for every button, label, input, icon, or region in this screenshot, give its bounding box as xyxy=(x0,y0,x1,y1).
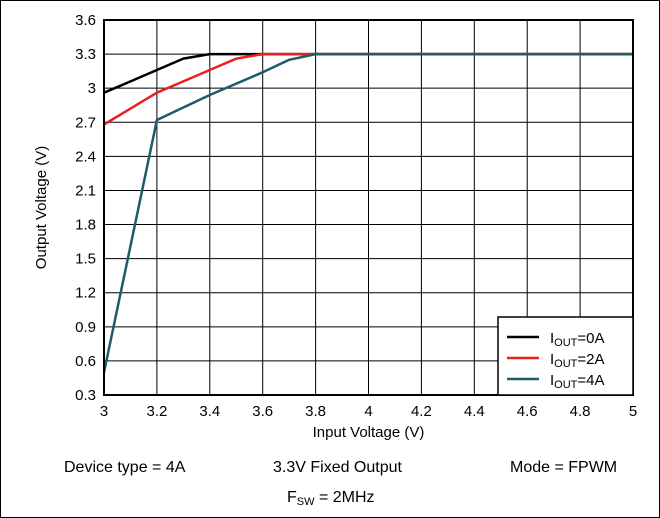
legend-label-2: IOUT=4A xyxy=(550,372,605,391)
x-tick-label: 4.8 xyxy=(570,403,591,420)
legend-label-1: IOUT=2A xyxy=(550,351,605,370)
line-chart: 3 3.2 3.4 3.6 3.8 4 4.2 4.4 4.6 4.8 5 0.3 0.6 0.9 1.2… xyxy=(33,12,637,440)
plot-border xyxy=(103,19,634,396)
y-tick-label: 2.1 xyxy=(75,182,96,199)
caption-device-type: Device type = 4A xyxy=(64,459,186,476)
x-tick-label: 3 xyxy=(100,403,108,420)
x-tick-label: 4 xyxy=(364,403,372,420)
x-tick-label: 4.4 xyxy=(464,403,485,420)
y-tick-label: 3.3 xyxy=(75,46,96,63)
x-tick-label: 5 xyxy=(629,403,637,420)
y-tick-label: 1.2 xyxy=(75,285,96,302)
fsw-subscript: SW xyxy=(296,496,315,508)
x-tick-labels: 3 3.2 3.4 3.6 3.8 4 4.2 4.4 4.6 4.8 5 xyxy=(100,403,637,420)
y-axis-label: Output Voltage (V) xyxy=(33,146,50,269)
legend-label-0: IOUT=0A xyxy=(550,330,605,349)
y-tick-label: 3 xyxy=(88,80,96,97)
caption-mode: Mode = FPWM xyxy=(510,459,618,476)
series-lines xyxy=(102,52,633,373)
legend: IOUT=0A IOUT=2A IOUT=4A xyxy=(497,316,634,396)
y-tick-label: 0.3 xyxy=(75,387,96,404)
x-tick-label: 3.2 xyxy=(146,403,167,420)
y-tick-label: 1.5 xyxy=(75,251,96,268)
y-tick-label: 0.9 xyxy=(75,319,96,336)
y-tick-labels: 0.3 0.6 0.9 1.2 1.5 1.8 2.1 2.4 2.7 3 3.3 3.6 xyxy=(75,12,96,404)
y-tick-label: 2.4 xyxy=(75,148,96,165)
x-tick-label: 4.6 xyxy=(517,403,538,420)
y-tick-label: 1.8 xyxy=(75,217,96,234)
y-tick-label: 0.6 xyxy=(75,353,96,370)
x-tick-label: 3.4 xyxy=(199,403,220,420)
fsw-value: = 2MHz xyxy=(314,489,375,506)
y-tick-label: 2.7 xyxy=(75,114,96,131)
x-axis-label: Input Voltage (V) xyxy=(313,424,425,440)
caption-switching-frequency: FSW = 2MHz xyxy=(287,489,375,508)
x-tick-label: 3.6 xyxy=(252,403,273,420)
x-tick-label: 3.8 xyxy=(305,403,326,420)
caption-fixed-output: 3.3V Fixed Output xyxy=(273,459,402,476)
series-line-2 xyxy=(102,52,633,373)
y-tick-label: 3.6 xyxy=(75,12,96,29)
fsw-label: F xyxy=(287,489,297,506)
x-tick-label: 4.2 xyxy=(411,403,432,420)
legend-box xyxy=(497,316,634,396)
